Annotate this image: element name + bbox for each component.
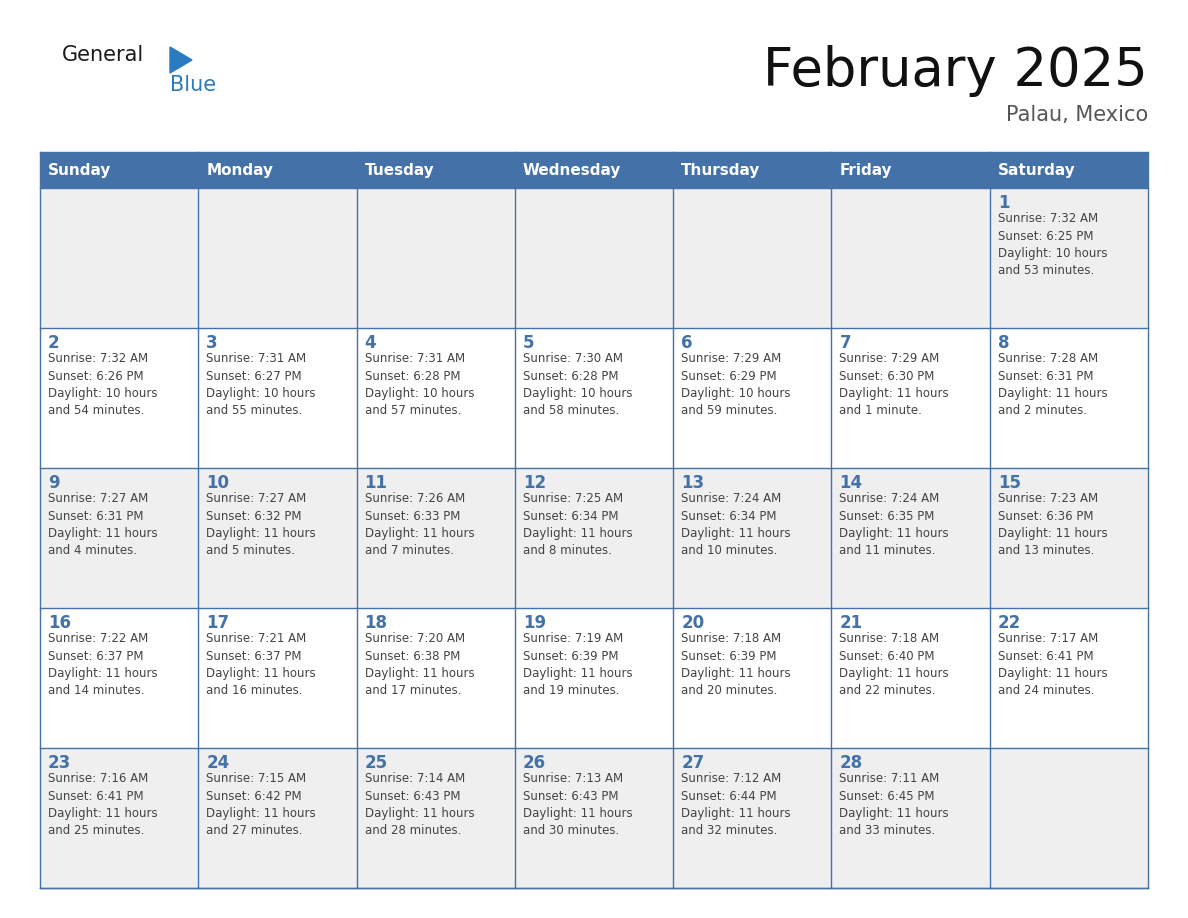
Text: 20: 20 bbox=[681, 614, 704, 632]
Text: 3: 3 bbox=[207, 334, 217, 352]
Text: February 2025: February 2025 bbox=[763, 45, 1148, 97]
Text: 13: 13 bbox=[681, 474, 704, 492]
Text: Sunrise: 7:18 AM
Sunset: 6:40 PM
Daylight: 11 hours
and 22 minutes.: Sunrise: 7:18 AM Sunset: 6:40 PM Dayligh… bbox=[840, 632, 949, 698]
Bar bbox=[40, 748, 1148, 888]
Text: Sunrise: 7:27 AM
Sunset: 6:32 PM
Daylight: 11 hours
and 5 minutes.: Sunrise: 7:27 AM Sunset: 6:32 PM Dayligh… bbox=[207, 492, 316, 557]
Text: Sunrise: 7:25 AM
Sunset: 6:34 PM
Daylight: 11 hours
and 8 minutes.: Sunrise: 7:25 AM Sunset: 6:34 PM Dayligh… bbox=[523, 492, 632, 557]
Text: 14: 14 bbox=[840, 474, 862, 492]
Text: 18: 18 bbox=[365, 614, 387, 632]
Text: 7: 7 bbox=[840, 334, 851, 352]
Text: Monday: Monday bbox=[207, 162, 273, 177]
Text: Friday: Friday bbox=[840, 162, 892, 177]
Text: 17: 17 bbox=[207, 614, 229, 632]
Text: Wednesday: Wednesday bbox=[523, 162, 621, 177]
Text: Sunrise: 7:14 AM
Sunset: 6:43 PM
Daylight: 11 hours
and 28 minutes.: Sunrise: 7:14 AM Sunset: 6:43 PM Dayligh… bbox=[365, 772, 474, 837]
Text: 16: 16 bbox=[48, 614, 71, 632]
Text: 19: 19 bbox=[523, 614, 546, 632]
Text: Sunrise: 7:32 AM
Sunset: 6:26 PM
Daylight: 10 hours
and 54 minutes.: Sunrise: 7:32 AM Sunset: 6:26 PM Dayligh… bbox=[48, 352, 158, 418]
Bar bbox=[40, 152, 1148, 188]
Text: Sunrise: 7:15 AM
Sunset: 6:42 PM
Daylight: 11 hours
and 27 minutes.: Sunrise: 7:15 AM Sunset: 6:42 PM Dayligh… bbox=[207, 772, 316, 837]
Text: Sunrise: 7:18 AM
Sunset: 6:39 PM
Daylight: 11 hours
and 20 minutes.: Sunrise: 7:18 AM Sunset: 6:39 PM Dayligh… bbox=[681, 632, 791, 698]
Text: Sunrise: 7:13 AM
Sunset: 6:43 PM
Daylight: 11 hours
and 30 minutes.: Sunrise: 7:13 AM Sunset: 6:43 PM Dayligh… bbox=[523, 772, 632, 837]
Text: Sunrise: 7:11 AM
Sunset: 6:45 PM
Daylight: 11 hours
and 33 minutes.: Sunrise: 7:11 AM Sunset: 6:45 PM Dayligh… bbox=[840, 772, 949, 837]
Text: 9: 9 bbox=[48, 474, 59, 492]
Text: 22: 22 bbox=[998, 614, 1020, 632]
Text: Sunrise: 7:29 AM
Sunset: 6:29 PM
Daylight: 10 hours
and 59 minutes.: Sunrise: 7:29 AM Sunset: 6:29 PM Dayligh… bbox=[681, 352, 791, 418]
Polygon shape bbox=[170, 47, 192, 73]
Text: Blue: Blue bbox=[170, 75, 216, 95]
Text: 24: 24 bbox=[207, 754, 229, 772]
Text: 28: 28 bbox=[840, 754, 862, 772]
Text: Sunrise: 7:12 AM
Sunset: 6:44 PM
Daylight: 11 hours
and 32 minutes.: Sunrise: 7:12 AM Sunset: 6:44 PM Dayligh… bbox=[681, 772, 791, 837]
Text: 1: 1 bbox=[998, 194, 1010, 212]
Text: Sunrise: 7:30 AM
Sunset: 6:28 PM
Daylight: 10 hours
and 58 minutes.: Sunrise: 7:30 AM Sunset: 6:28 PM Dayligh… bbox=[523, 352, 632, 418]
Text: General: General bbox=[62, 45, 144, 65]
Text: Sunrise: 7:16 AM
Sunset: 6:41 PM
Daylight: 11 hours
and 25 minutes.: Sunrise: 7:16 AM Sunset: 6:41 PM Dayligh… bbox=[48, 772, 158, 837]
Text: Sunrise: 7:20 AM
Sunset: 6:38 PM
Daylight: 11 hours
and 17 minutes.: Sunrise: 7:20 AM Sunset: 6:38 PM Dayligh… bbox=[365, 632, 474, 698]
Text: Tuesday: Tuesday bbox=[365, 162, 435, 177]
Text: Sunrise: 7:22 AM
Sunset: 6:37 PM
Daylight: 11 hours
and 14 minutes.: Sunrise: 7:22 AM Sunset: 6:37 PM Dayligh… bbox=[48, 632, 158, 698]
Text: 12: 12 bbox=[523, 474, 546, 492]
Text: Sunrise: 7:31 AM
Sunset: 6:27 PM
Daylight: 10 hours
and 55 minutes.: Sunrise: 7:31 AM Sunset: 6:27 PM Dayligh… bbox=[207, 352, 316, 418]
Text: Saturday: Saturday bbox=[998, 162, 1075, 177]
Text: 21: 21 bbox=[840, 614, 862, 632]
Text: Sunrise: 7:24 AM
Sunset: 6:35 PM
Daylight: 11 hours
and 11 minutes.: Sunrise: 7:24 AM Sunset: 6:35 PM Dayligh… bbox=[840, 492, 949, 557]
Text: 23: 23 bbox=[48, 754, 71, 772]
Text: Palau, Mexico: Palau, Mexico bbox=[1006, 105, 1148, 125]
Text: Thursday: Thursday bbox=[681, 162, 760, 177]
Text: 2: 2 bbox=[48, 334, 59, 352]
Text: Sunrise: 7:19 AM
Sunset: 6:39 PM
Daylight: 11 hours
and 19 minutes.: Sunrise: 7:19 AM Sunset: 6:39 PM Dayligh… bbox=[523, 632, 632, 698]
Text: 4: 4 bbox=[365, 334, 377, 352]
Text: Sunrise: 7:23 AM
Sunset: 6:36 PM
Daylight: 11 hours
and 13 minutes.: Sunrise: 7:23 AM Sunset: 6:36 PM Dayligh… bbox=[998, 492, 1107, 557]
Bar bbox=[40, 188, 1148, 328]
Bar bbox=[40, 468, 1148, 608]
Text: Sunrise: 7:17 AM
Sunset: 6:41 PM
Daylight: 11 hours
and 24 minutes.: Sunrise: 7:17 AM Sunset: 6:41 PM Dayligh… bbox=[998, 632, 1107, 698]
Text: Sunrise: 7:29 AM
Sunset: 6:30 PM
Daylight: 11 hours
and 1 minute.: Sunrise: 7:29 AM Sunset: 6:30 PM Dayligh… bbox=[840, 352, 949, 418]
Text: 26: 26 bbox=[523, 754, 546, 772]
Text: 11: 11 bbox=[365, 474, 387, 492]
Text: 8: 8 bbox=[998, 334, 1010, 352]
Text: Sunrise: 7:27 AM
Sunset: 6:31 PM
Daylight: 11 hours
and 4 minutes.: Sunrise: 7:27 AM Sunset: 6:31 PM Dayligh… bbox=[48, 492, 158, 557]
Text: Sunrise: 7:32 AM
Sunset: 6:25 PM
Daylight: 10 hours
and 53 minutes.: Sunrise: 7:32 AM Sunset: 6:25 PM Dayligh… bbox=[998, 212, 1107, 277]
Text: 5: 5 bbox=[523, 334, 535, 352]
Text: Sunrise: 7:24 AM
Sunset: 6:34 PM
Daylight: 11 hours
and 10 minutes.: Sunrise: 7:24 AM Sunset: 6:34 PM Dayligh… bbox=[681, 492, 791, 557]
Bar bbox=[40, 328, 1148, 468]
Bar bbox=[40, 608, 1148, 748]
Text: 6: 6 bbox=[681, 334, 693, 352]
Text: Sunrise: 7:28 AM
Sunset: 6:31 PM
Daylight: 11 hours
and 2 minutes.: Sunrise: 7:28 AM Sunset: 6:31 PM Dayligh… bbox=[998, 352, 1107, 418]
Text: Sunrise: 7:26 AM
Sunset: 6:33 PM
Daylight: 11 hours
and 7 minutes.: Sunrise: 7:26 AM Sunset: 6:33 PM Dayligh… bbox=[365, 492, 474, 557]
Text: Sunday: Sunday bbox=[48, 162, 112, 177]
Text: 25: 25 bbox=[365, 754, 387, 772]
Text: Sunrise: 7:21 AM
Sunset: 6:37 PM
Daylight: 11 hours
and 16 minutes.: Sunrise: 7:21 AM Sunset: 6:37 PM Dayligh… bbox=[207, 632, 316, 698]
Text: 15: 15 bbox=[998, 474, 1020, 492]
Text: 10: 10 bbox=[207, 474, 229, 492]
Text: Sunrise: 7:31 AM
Sunset: 6:28 PM
Daylight: 10 hours
and 57 minutes.: Sunrise: 7:31 AM Sunset: 6:28 PM Dayligh… bbox=[365, 352, 474, 418]
Text: 27: 27 bbox=[681, 754, 704, 772]
